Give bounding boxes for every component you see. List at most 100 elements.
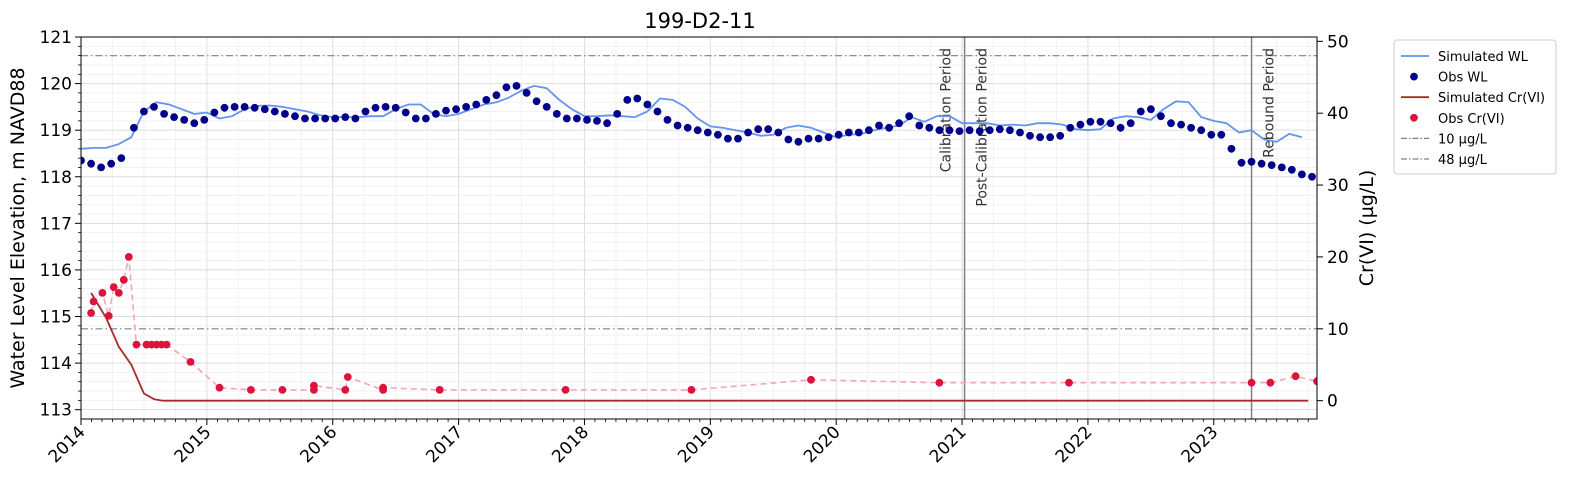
data-point: [381, 103, 390, 111]
data-point: [1167, 119, 1175, 128]
y2-tick-label: 30: [1327, 176, 1349, 196]
data-point: [1006, 126, 1014, 135]
data-point: [663, 116, 672, 124]
period-label: Post-Calibration Period: [975, 48, 991, 207]
data-point: [291, 112, 299, 121]
x-tick-label: 2015: [171, 422, 216, 467]
data-point: [875, 121, 883, 130]
data-point: [432, 110, 440, 118]
data-point: [215, 383, 224, 392]
data-point: [1257, 159, 1266, 168]
data-point: [925, 123, 934, 132]
data-point: [935, 378, 944, 387]
series-layer: [81, 82, 1317, 402]
data-point: [693, 126, 702, 135]
data-point: [104, 312, 113, 320]
data-point: [150, 103, 158, 111]
data-point: [391, 103, 400, 112]
y-axis-left: 113 114 115 116 117 118 119 120 121: [40, 28, 81, 421]
data-point: [804, 134, 813, 143]
grid: [80, 36, 1317, 419]
data-point: [754, 125, 763, 134]
data-point: [89, 297, 98, 306]
data-point: [109, 283, 118, 291]
data-point: [561, 386, 570, 394]
reference-lines: [81, 55, 1317, 330]
data-point: [180, 116, 189, 124]
x-axis: 2014 2015 2016 2017 2018 2019 2020 2021 2022 2023: [45, 419, 1309, 467]
data-point: [512, 82, 521, 90]
x-tick-label: 2022: [1052, 422, 1097, 467]
data-point: [522, 89, 531, 97]
data-point: [87, 309, 95, 317]
y-axis-title: Water Level Elevation, m NAVD88: [7, 67, 29, 388]
data-point: [1247, 378, 1256, 387]
data-point: [583, 116, 591, 124]
data-point: [379, 383, 387, 392]
data-point: [1026, 131, 1034, 140]
data-point: [1247, 157, 1256, 166]
data-point: [734, 134, 742, 143]
data-point: [220, 103, 229, 112]
data-point: [371, 103, 380, 112]
data-point: [985, 126, 994, 135]
x-tick-label: 2018: [548, 422, 593, 467]
data-point: [140, 107, 148, 116]
data-point: [210, 108, 219, 117]
data-point: [714, 130, 722, 139]
data-point: [321, 114, 330, 123]
data-point: [341, 386, 350, 394]
data-point: [1197, 126, 1206, 135]
data-point: [1237, 158, 1246, 167]
data-point: [542, 103, 551, 111]
data-point: [915, 121, 924, 130]
data-point: [1136, 107, 1145, 116]
y-tick-label: 120: [40, 75, 72, 95]
data-point: [1116, 123, 1125, 132]
y-tick-label: 118: [40, 168, 72, 188]
data-point: [774, 128, 783, 137]
data-point: [401, 108, 410, 117]
data-point: [186, 358, 195, 366]
period-label: Rebound Period: [1262, 48, 1278, 158]
legend-label: Simulated Cr(VI): [1438, 91, 1545, 106]
legend-label: Obs Cr(VI): [1438, 112, 1505, 127]
data-point: [1177, 120, 1185, 129]
data-point: [955, 127, 964, 135]
y-tick-label: 117: [40, 214, 72, 234]
y2-tick-label: 20: [1327, 248, 1349, 268]
data-point: [310, 381, 318, 390]
data-point: [764, 125, 773, 134]
data-point: [1096, 117, 1105, 126]
y-tick-label: 116: [40, 261, 72, 281]
series-connector: [90, 256, 1317, 392]
data-point: [482, 96, 491, 104]
legend-swatch-marker: [1410, 72, 1418, 81]
legend-label: Simulated WL: [1438, 50, 1529, 65]
data-point: [1086, 117, 1095, 126]
data-point: [341, 113, 350, 121]
series-line: [81, 84, 1303, 150]
data-point: [794, 137, 803, 146]
data-point: [683, 123, 692, 132]
data-point: [1267, 161, 1276, 170]
data-point: [623, 96, 632, 104]
data-point: [492, 91, 501, 100]
data-point: [1217, 130, 1226, 139]
data-point: [965, 126, 974, 135]
x-tick-label: 2019: [674, 422, 719, 467]
data-point: [97, 163, 105, 172]
data-point: [435, 386, 444, 394]
x-tick-label: 2014: [45, 422, 90, 467]
data-point: [130, 123, 138, 132]
y2-tick-label: 40: [1327, 104, 1349, 124]
data-point: [885, 123, 893, 132]
data-point: [270, 107, 279, 116]
x-tick-label: 2017: [422, 422, 467, 467]
data-point: [1106, 119, 1115, 128]
data-point: [562, 114, 571, 123]
data-point: [301, 114, 309, 123]
y-tick-label: 115: [40, 308, 72, 328]
chart-title: 199-D2-11: [644, 9, 756, 33]
data-point: [502, 83, 511, 92]
